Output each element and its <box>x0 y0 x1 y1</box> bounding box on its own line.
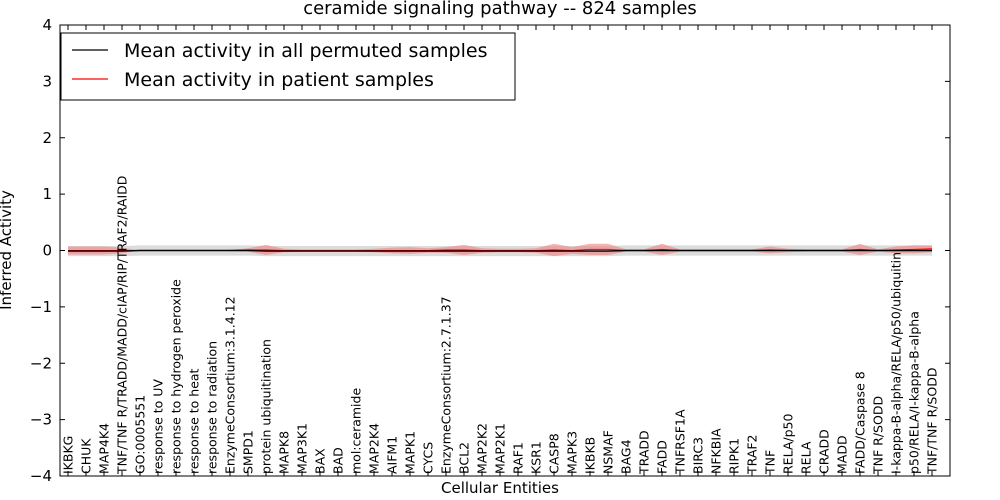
legend-box <box>60 32 516 101</box>
legend: Mean activity in all permuted samples Me… <box>60 32 516 101</box>
y-tick-label: −4 <box>30 467 52 485</box>
category-label: TNF/TNF R/SODD <box>925 368 940 475</box>
y-tick-label: 1 <box>42 185 52 203</box>
y-tick-label: −3 <box>30 411 52 429</box>
category-label: CRADD <box>817 429 832 474</box>
category-label: IKBKB <box>583 437 598 474</box>
category-label: TRAF2 <box>745 434 760 475</box>
category-label: CYCS <box>421 442 436 474</box>
category-label: SMPD1 <box>241 430 256 474</box>
category-label: GO:0005551 <box>133 395 148 474</box>
category-label: I-kappa-B-alpha/RELA/p50/ubiquitin <box>889 252 904 474</box>
category-label: AIFM1 <box>385 436 400 474</box>
category-label: MAPK1 <box>403 431 418 474</box>
category-label: protein ubiquitination <box>259 339 274 474</box>
category-label: MAP2K4 <box>367 423 382 474</box>
category-label: BCL2 <box>457 442 472 474</box>
category-label: MAP3K1 <box>295 423 310 474</box>
series-lines <box>68 248 933 252</box>
y-tick-label: −1 <box>30 298 52 316</box>
category-label: BIRC3 <box>691 437 706 474</box>
category-label: BAX <box>313 448 328 474</box>
category-label: MAPK8 <box>277 431 292 474</box>
category-label: RIPK1 <box>727 438 742 474</box>
category-label: MAP2K1 <box>493 423 508 474</box>
band-patient <box>68 243 932 257</box>
category-label: BAD <box>331 447 346 474</box>
category-label: EnzymeConsortium:2.7.1.37 <box>439 296 454 474</box>
category-label: response to hydrogen peroxide <box>169 279 184 474</box>
category-label: FADD/Caspase 8 <box>853 371 868 474</box>
category-label: CASP8 <box>547 433 562 474</box>
category-label: TNF <box>763 450 778 475</box>
x-axis-label: Cellular Entities <box>441 479 559 497</box>
category-label: response to UV <box>151 379 166 474</box>
y-tick-label: 0 <box>42 242 52 260</box>
legend-label-permuted: Mean activity in all permuted samples <box>124 40 487 62</box>
category-label: TNF R/SODD <box>871 396 886 475</box>
y-tick-label: 3 <box>42 72 52 90</box>
category-label: p50/RELA/I-kappa-B-alpha <box>907 311 922 474</box>
y-axis: −4 −3 −2 −1 0 1 2 3 4 <box>30 16 950 485</box>
category-label: MADD <box>835 435 850 474</box>
category-labels: IKBKG CHUK MAP4K4 TNF/TNF R/TRADD/MADD/cIAP… <box>61 176 940 475</box>
category-label: MAP2K2 <box>475 423 490 474</box>
category-label: RELA/p50 <box>781 414 796 474</box>
category-label: mol:ceramide <box>349 388 364 474</box>
category-label: NFKBIA <box>709 428 724 474</box>
category-label: NSMAF <box>601 430 616 474</box>
chart-title: ceramide signaling pathway -- 824 sample… <box>303 0 697 19</box>
y-tick-label: 4 <box>42 16 52 34</box>
category-label: KSR1 <box>529 441 544 474</box>
y-tick-label: −2 <box>30 354 52 372</box>
category-label: EnzymeConsortium:3.1.4.12 <box>223 296 238 474</box>
line-permuted <box>68 249 932 252</box>
category-label: TRADD <box>637 430 652 475</box>
category-label: IKBKG <box>61 436 76 474</box>
category-label: FADD <box>655 440 670 474</box>
category-label: MAPK3 <box>565 431 580 474</box>
category-label: CHUK <box>79 438 94 474</box>
category-label: TNF/TNF R/TRADD/MADD/cIAP/RIP/TRAF2/RAID… <box>115 176 130 475</box>
x-axis <box>67 25 933 476</box>
category-label: MAP4K4 <box>97 423 112 474</box>
category-label: BAG4 <box>619 439 634 474</box>
category-label: RELA <box>799 441 814 474</box>
category-label: RAF1 <box>511 442 526 474</box>
category-label: TNFRSF1A <box>673 409 688 475</box>
legend-label-patient: Mean activity in patient samples <box>124 69 434 91</box>
category-label: response to radiation <box>205 341 220 474</box>
category-label: response to heat <box>187 368 202 474</box>
y-axis-label: Inferred Activity <box>0 190 15 310</box>
y-tick-label: 2 <box>42 129 52 147</box>
